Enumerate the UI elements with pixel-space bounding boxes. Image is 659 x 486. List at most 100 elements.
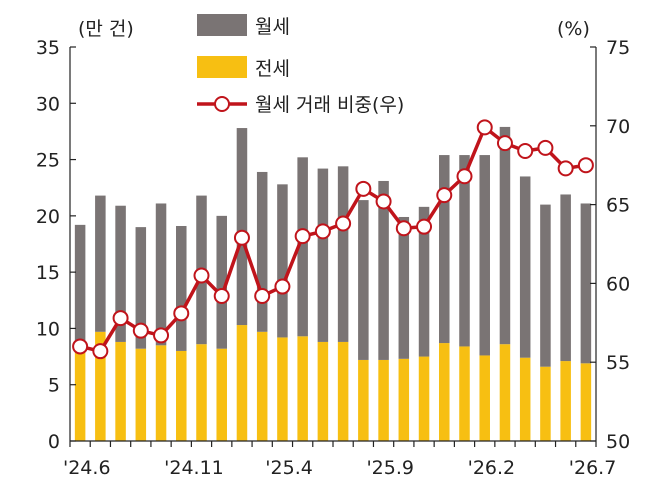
bar-monthly-rent-0 [74,224,86,342]
bar-jeonse-8 [236,325,248,441]
right-tick-label: 65 [606,195,630,217]
bar-jeonse-5 [176,350,187,441]
bar-jeonse-14 [358,359,369,441]
share-point-1 [92,343,109,360]
bar-monthly-rent-25 [580,203,592,364]
bar-monthly-rent-21 [499,126,511,345]
bar-monthly-rent-19 [459,155,470,347]
bar-monthly-rent-22 [519,176,531,358]
bar-monthly-rent-24 [560,194,571,362]
bar-monthly-rent-10 [277,184,288,338]
share-point-16 [395,220,412,237]
bar-monthly-rent-5 [176,225,187,351]
legend-label-monthly-rent: 월세 [255,16,290,38]
bar-jeonse-0 [74,341,86,441]
share-point-9 [254,288,271,305]
bar-jeonse-7 [216,348,227,441]
bar-jeonse-2 [115,341,126,441]
x-tick-label: '25.4 [265,457,313,479]
bar-jeonse-15 [378,359,389,441]
legend-label-share: 월세 거래 비중(우) [255,94,404,116]
share-point-20 [476,119,493,136]
x-tick-label: '25.9 [366,457,414,479]
bar-monthly-rent-20 [479,155,490,356]
bar-monthly-rent-23 [540,204,551,367]
legend: 월세 전세 월세 거래 비중(우) [197,14,404,116]
share-point-24 [557,160,574,177]
share-point-4 [153,327,170,344]
bar-jeonse-23 [540,366,551,441]
right-tick-label: 70 [606,116,630,138]
bar-monthly-rent-4 [155,203,167,346]
share-point-13 [335,215,352,232]
x-tick-label: '24.11 [164,457,224,479]
bar-monthly-rent-18 [439,155,450,344]
bar-jeonse-10 [277,337,288,441]
bar-monthly-rent-1 [95,195,106,332]
bar-monthly-rent-15 [378,180,389,360]
x-tick-label: '24.6 [63,457,111,479]
share-point-12 [314,223,331,240]
bar-jeonse-22 [519,357,531,441]
bar-monthly-rent-3 [135,227,147,349]
bar-monthly-rent-11 [297,157,308,337]
bar-jeonse-1 [95,331,106,441]
legend-swatch-jeonse [197,56,247,78]
legend-swatch-monthly-rent [197,14,247,36]
share-point-11 [294,228,311,245]
bar-jeonse-24 [560,361,571,441]
bar-monthly-rent-12 [317,168,329,342]
share-point-8 [233,229,250,246]
left-tick-label: 15 [36,262,60,284]
bar-monthly-rent-9 [256,171,268,332]
bar-jeonse-17 [418,356,430,441]
share-point-25 [577,157,594,174]
left-axis-unit-label: (만 건) [78,18,134,40]
bar-jeonse-18 [439,343,450,441]
bar-jeonse-21 [499,344,511,441]
bar-monthly-rent-13 [337,166,349,342]
left-tick-label: 25 [36,150,60,172]
share-point-17 [416,218,433,235]
bars-group [74,126,592,441]
share-point-14 [355,180,372,197]
share-point-15 [375,193,392,210]
legend-label-jeonse: 전세 [255,58,290,80]
bar-jeonse-25 [580,363,592,441]
bar-monthly-rent-7 [216,215,227,349]
bar-monthly-rent-2 [115,205,126,342]
bar-jeonse-16 [398,358,410,441]
left-tick-label: 20 [36,206,60,228]
share-point-2 [112,310,129,327]
bar-monthly-rent-14 [358,200,369,360]
left-tick-label: 10 [36,318,60,340]
right-tick-label: 55 [606,352,630,374]
bar-jeonse-13 [337,341,349,441]
left-tick-label: 0 [48,431,60,453]
right-axis-unit-label: (%) [557,18,590,40]
share-point-7 [213,288,230,305]
bar-jeonse-12 [317,341,329,441]
share-point-22 [517,143,534,160]
bar-monthly-rent-8 [236,128,248,326]
share-point-10 [274,278,291,295]
left-tick-label: 5 [48,375,60,397]
right-tick-label: 50 [606,431,630,453]
bar-jeonse-19 [459,346,470,441]
bar-jeonse-3 [135,348,147,441]
share-point-21 [496,135,513,152]
share-point-5 [173,305,190,322]
bar-monthly-rent-17 [418,206,430,357]
share-point-19 [456,168,473,185]
share-point-23 [537,139,554,156]
line-series-group [72,119,594,360]
bar-monthly-rent-16 [398,216,410,359]
axes-group: 0 5 10 15 20 25 30 35 50 55 60 65 70 75 '24.6 '24.11 '25… [36,37,630,479]
bar-jeonse-6 [196,344,207,441]
share-point-0 [72,338,89,355]
bar-jeonse-4 [155,345,167,441]
right-tick-label: 75 [606,37,630,59]
share-point-18 [436,187,453,204]
x-tick-label: '26.7 [569,457,617,479]
